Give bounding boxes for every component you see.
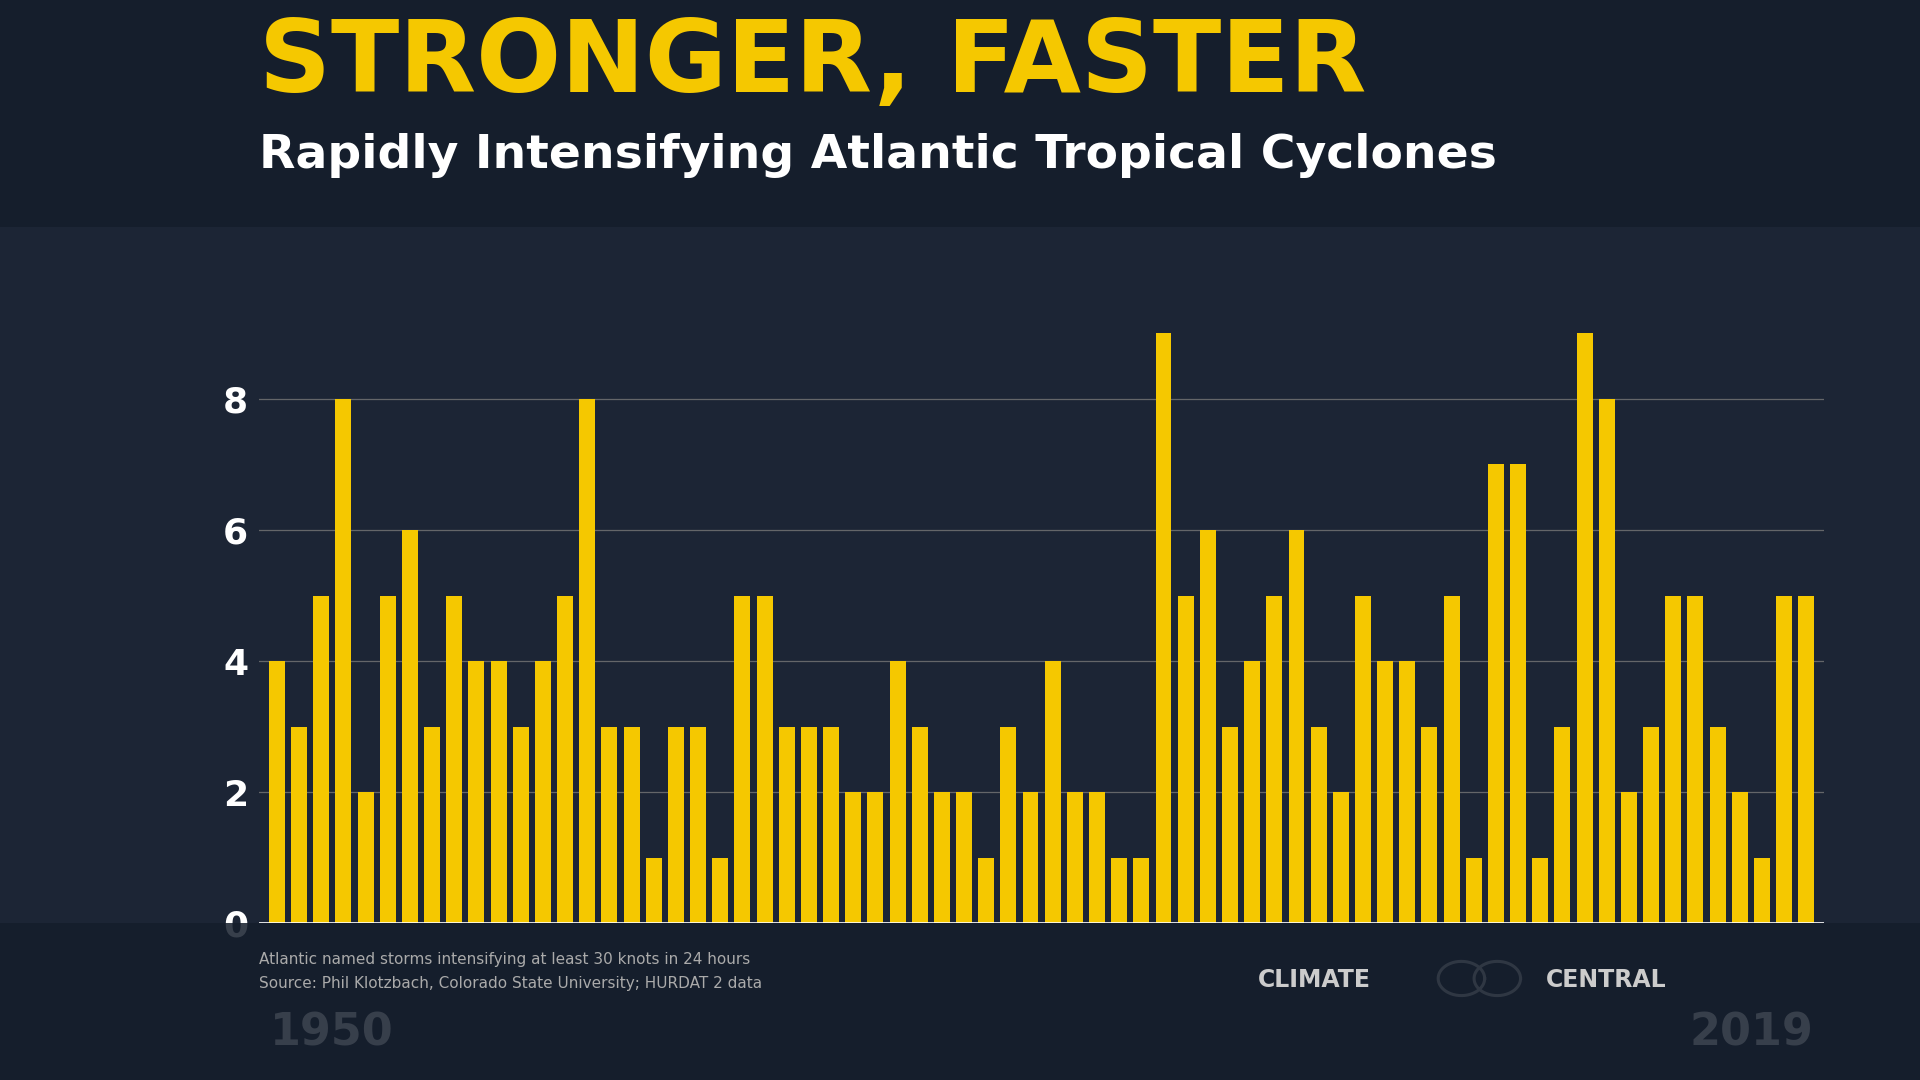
Bar xyxy=(956,793,972,923)
Bar xyxy=(401,530,419,923)
Bar xyxy=(756,595,772,923)
Bar xyxy=(668,727,684,923)
Bar xyxy=(1755,858,1770,923)
Bar xyxy=(557,595,572,923)
Bar xyxy=(912,727,927,923)
Bar xyxy=(1288,530,1304,923)
Bar xyxy=(513,727,528,923)
Bar xyxy=(801,727,816,923)
Bar xyxy=(1511,464,1526,923)
Bar xyxy=(1156,334,1171,923)
Bar xyxy=(1400,661,1415,923)
Text: Atlantic named storms intensifying at least 30 knots in 24 hours: Atlantic named storms intensifying at le… xyxy=(259,951,751,967)
Bar xyxy=(868,793,883,923)
Bar xyxy=(889,661,906,923)
Bar xyxy=(1044,661,1060,923)
Text: CLIMATE: CLIMATE xyxy=(1258,968,1371,991)
Bar xyxy=(1444,595,1459,923)
Bar xyxy=(536,661,551,923)
Bar xyxy=(824,727,839,923)
Bar xyxy=(689,727,707,923)
Bar xyxy=(1688,595,1703,923)
Bar xyxy=(1000,727,1016,923)
Bar xyxy=(468,661,484,923)
Bar xyxy=(1644,727,1659,923)
Bar xyxy=(1465,858,1482,923)
Bar xyxy=(269,661,284,923)
Bar xyxy=(1267,595,1283,923)
Bar xyxy=(1332,793,1348,923)
Bar xyxy=(735,595,751,923)
Text: CENTRAL: CENTRAL xyxy=(1546,968,1667,991)
Bar xyxy=(1776,595,1791,923)
Bar xyxy=(1133,858,1150,923)
Text: 2019: 2019 xyxy=(1690,1012,1812,1055)
Bar xyxy=(1377,661,1394,923)
Bar xyxy=(1068,793,1083,923)
Bar xyxy=(624,727,639,923)
Bar xyxy=(1576,334,1592,923)
Bar xyxy=(1023,793,1039,923)
Text: Source: Phil Klotzbach, Colorado State University; HURDAT 2 data: Source: Phil Klotzbach, Colorado State U… xyxy=(259,976,762,991)
Bar xyxy=(292,727,307,923)
Text: STRONGER, FASTER: STRONGER, FASTER xyxy=(259,16,1367,113)
Bar xyxy=(1089,793,1106,923)
Bar xyxy=(1311,727,1327,923)
Bar xyxy=(977,858,995,923)
Bar xyxy=(845,793,862,923)
Bar xyxy=(336,399,351,923)
Bar xyxy=(645,858,662,923)
Bar xyxy=(1200,530,1215,923)
Bar xyxy=(1799,595,1814,923)
Bar xyxy=(1532,858,1548,923)
Bar xyxy=(1177,595,1194,923)
Bar xyxy=(1732,793,1747,923)
Bar xyxy=(1599,399,1615,923)
Bar xyxy=(1244,661,1260,923)
Bar xyxy=(357,793,374,923)
Text: 1950: 1950 xyxy=(271,1012,394,1055)
Bar xyxy=(1221,727,1238,923)
Bar xyxy=(1356,595,1371,923)
Bar xyxy=(313,595,328,923)
Bar xyxy=(933,793,950,923)
Bar xyxy=(1709,727,1726,923)
Bar xyxy=(492,661,507,923)
Bar xyxy=(1555,727,1571,923)
Bar xyxy=(1421,727,1438,923)
Bar xyxy=(1620,793,1638,923)
Bar xyxy=(580,399,595,923)
Bar xyxy=(380,595,396,923)
Bar xyxy=(424,727,440,923)
Bar xyxy=(1488,464,1503,923)
Bar xyxy=(1665,595,1682,923)
Bar xyxy=(601,727,618,923)
Text: Rapidly Intensifying Atlantic Tropical Cyclones: Rapidly Intensifying Atlantic Tropical C… xyxy=(259,133,1498,178)
Bar xyxy=(1112,858,1127,923)
Bar xyxy=(712,858,728,923)
Bar xyxy=(445,595,463,923)
Bar xyxy=(780,727,795,923)
